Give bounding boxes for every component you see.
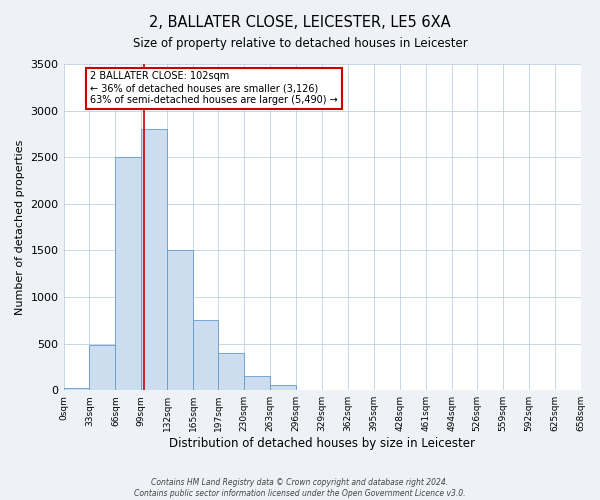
Bar	[115, 157, 142, 390]
Bar	[270, 384, 296, 390]
Text: Size of property relative to detached houses in Leicester: Size of property relative to detached ho…	[133, 38, 467, 51]
Bar	[167, 250, 193, 390]
Bar	[193, 320, 218, 390]
Text: 2 BALLATER CLOSE: 102sqm
← 36% of detached houses are smaller (3,126)
63% of sem: 2 BALLATER CLOSE: 102sqm ← 36% of detach…	[90, 72, 338, 104]
Bar	[244, 376, 270, 390]
Bar	[142, 129, 167, 390]
Text: 2, BALLATER CLOSE, LEICESTER, LE5 6XA: 2, BALLATER CLOSE, LEICESTER, LE5 6XA	[149, 15, 451, 30]
Bar	[89, 346, 115, 390]
Bar	[64, 388, 89, 390]
Y-axis label: Number of detached properties: Number of detached properties	[15, 140, 25, 315]
X-axis label: Distribution of detached houses by size in Leicester: Distribution of detached houses by size …	[169, 437, 475, 450]
Text: Contains HM Land Registry data © Crown copyright and database right 2024.
Contai: Contains HM Land Registry data © Crown c…	[134, 478, 466, 498]
Bar	[218, 353, 244, 390]
